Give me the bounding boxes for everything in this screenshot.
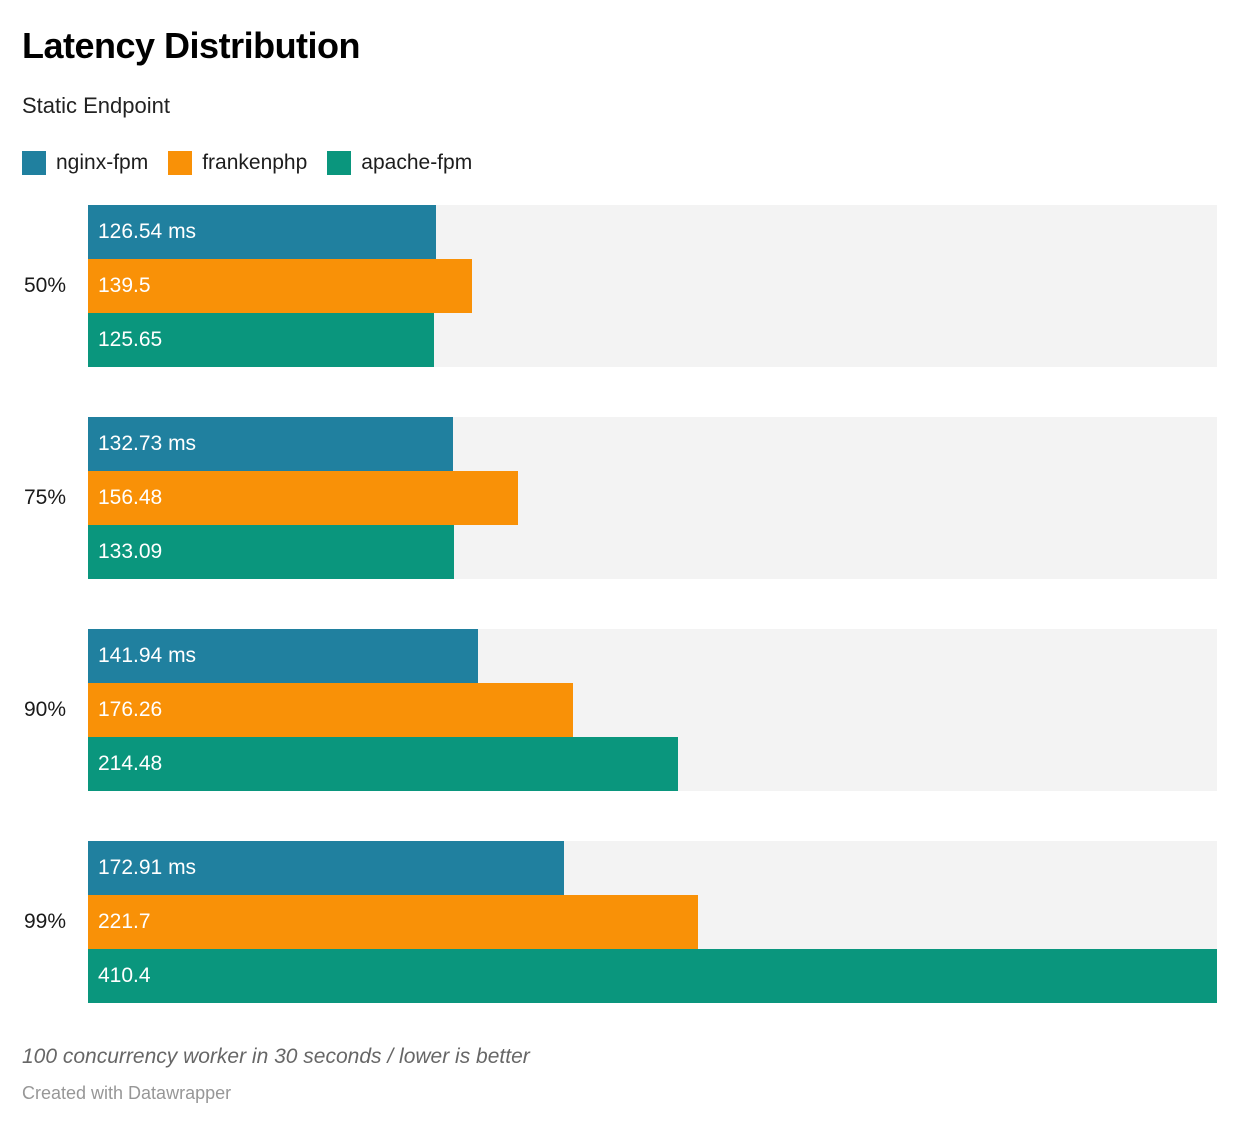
bar-value-label: 132.73 ms <box>98 432 197 455</box>
legend-label: apache-fpm <box>361 151 473 174</box>
legend-item-nginx-fpm: nginx-fpm <box>22 150 148 176</box>
attribution: Created with Datawrapper <box>22 1083 232 1103</box>
legend-label: nginx-fpm <box>56 151 149 174</box>
bar-value-label: 172.91 ms <box>98 856 197 879</box>
legend-label: frankenphp <box>202 151 308 174</box>
category-label: 90% <box>23 698 66 721</box>
bar-group-99%: 99% 172.91 ms 221.7 410.4 <box>22 841 1217 1003</box>
bar-track: 410.4 <box>88 949 1217 1003</box>
bar-value-label: 176.26 <box>98 698 163 721</box>
bar-chart: 50% 126.54 ms 139.5 125.65 75% 132.73 ms 156.4… <box>22 205 1217 1003</box>
bar-track: 132.73 ms <box>88 417 1217 471</box>
bar-value-label: 156.48 <box>98 486 163 509</box>
bar-frankenphp-75%: 156.48 <box>88 471 519 525</box>
bar-track-group: 132.73 ms 156.48 133.09 <box>88 417 1217 579</box>
bar-track: 125.65 <box>88 313 1217 367</box>
bar-track: 133.09 <box>88 525 1217 579</box>
bar-nginx-fpm-99%: 172.91 ms <box>88 841 564 895</box>
bar-group-90%: 90% 141.94 ms 176.26 214.48 <box>22 629 1217 791</box>
category-label: 50% <box>23 274 66 297</box>
bar-value-label: 221.7 <box>98 910 151 933</box>
chart-subtitle: Static Endpoint <box>22 93 170 118</box>
bar-track: 214.48 <box>88 737 1217 791</box>
bar-frankenphp-90%: 176.26 <box>88 683 573 737</box>
bar-nginx-fpm-50%: 126.54 ms <box>88 205 437 259</box>
bar-value-label: 141.94 ms <box>98 644 197 667</box>
footer-note: 100 concurrency worker in 30 seconds / l… <box>22 1045 530 1068</box>
bar-value-label: 410.4 <box>98 964 151 987</box>
bar-track: 156.48 <box>88 471 1217 525</box>
legend-swatch-apache-fpm <box>327 151 352 175</box>
bar-track-group: 126.54 ms 139.5 125.65 <box>88 205 1217 367</box>
bar-group-50%: 50% 126.54 ms 139.5 125.65 <box>22 205 1217 367</box>
bar-apache-fpm-90%: 214.48 <box>88 737 679 791</box>
bar-nginx-fpm-90%: 141.94 ms <box>88 629 479 683</box>
bar-value-label: 214.48 <box>98 752 163 775</box>
bar-track: 221.7 <box>88 895 1217 949</box>
bar-track: 141.94 ms <box>88 629 1217 683</box>
bar-value-label: 133.09 <box>98 540 163 563</box>
bar-nginx-fpm-75%: 132.73 ms <box>88 417 454 471</box>
bar-value-label: 125.65 <box>98 328 163 351</box>
bar-frankenphp-99%: 221.7 <box>88 895 698 949</box>
bar-apache-fpm-75%: 133.09 <box>88 525 455 579</box>
bar-track-group: 141.94 ms 176.26 214.48 <box>88 629 1217 791</box>
bar-track: 176.26 <box>88 683 1217 737</box>
legend-item-frankenphp: frankenphp <box>168 150 307 176</box>
bar-apache-fpm-99%: 410.4 <box>88 949 1217 1003</box>
bar-group-75%: 75% 132.73 ms 156.48 133.09 <box>22 417 1217 579</box>
bar-track: 126.54 ms <box>88 205 1217 259</box>
bar-track-group: 172.91 ms 221.7 410.4 <box>88 841 1217 1003</box>
legend-item-apache-fpm: apache-fpm <box>327 150 472 176</box>
bar-frankenphp-50%: 139.5 <box>88 259 472 313</box>
bar-apache-fpm-50%: 125.65 <box>88 313 434 367</box>
category-label: 99% <box>23 910 66 933</box>
chart-title: Latency Distribution <box>22 25 361 66</box>
bar-track: 172.91 ms <box>88 841 1217 895</box>
bar-value-label: 126.54 ms <box>98 220 197 243</box>
legend-swatch-nginx-fpm <box>22 151 46 175</box>
legend-swatch-frankenphp <box>168 151 193 175</box>
category-label: 75% <box>23 486 66 509</box>
bar-value-label: 139.5 <box>98 274 151 297</box>
bar-track: 139.5 <box>88 259 1217 313</box>
legend: nginx-fpm frankenphp apache-fpm <box>22 150 1217 176</box>
